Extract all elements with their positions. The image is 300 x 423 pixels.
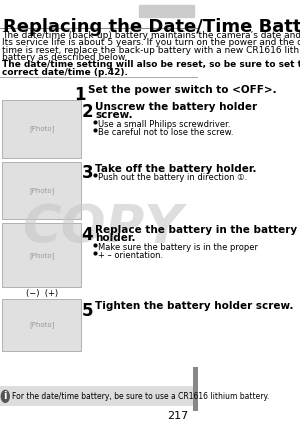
Text: [Photo]: [Photo] [29, 252, 54, 258]
Text: Be careful not to lose the screw.: Be careful not to lose the screw. [98, 128, 233, 137]
Text: Use a small Philips screwdriver.: Use a small Philips screwdriver. [98, 120, 230, 129]
Text: Push out the battery in direction ①.: Push out the battery in direction ①. [98, 173, 247, 182]
Text: Make sure the battery is in the proper: Make sure the battery is in the proper [98, 243, 258, 252]
Text: 3: 3 [81, 165, 93, 182]
Text: holder.: holder. [95, 233, 136, 243]
Text: Tighten the battery holder screw.: Tighten the battery holder screw. [95, 301, 294, 311]
Bar [193, 367, 198, 411]
Bar [2, 223, 81, 287]
Text: Replacing the Date/Time Battery: Replacing the Date/Time Battery [3, 18, 300, 36]
Text: 217: 217 [167, 411, 188, 421]
Text: The date/time (back-up) battery maintains the camera’s date and time.: The date/time (back-up) battery maintain… [2, 31, 300, 40]
Text: (−)  (+): (−) (+) [26, 289, 58, 298]
Text: correct date/time (p.42).: correct date/time (p.42). [2, 68, 128, 77]
Text: Its service life is about 5 years. If you turn on the power and the date/: Its service life is about 5 years. If yo… [2, 38, 300, 47]
Text: [Photo]: [Photo] [29, 126, 54, 132]
Text: For the date/time battery, be sure to use a CR1616 lithium battery.: For the date/time battery, be sure to us… [12, 392, 269, 401]
Circle shape [1, 390, 9, 402]
Text: The date/time setting will also be reset, so be sure to set the: The date/time setting will also be reset… [2, 60, 300, 69]
Text: 2: 2 [81, 103, 93, 121]
Bar [139, 5, 194, 17]
Bar [2, 100, 81, 157]
Text: 5: 5 [82, 302, 93, 320]
Text: Set the power switch to <OFF>.: Set the power switch to <OFF>. [88, 85, 277, 95]
Bar [0, 387, 195, 406]
Text: COPY: COPY [22, 202, 183, 254]
Text: screw.: screw. [95, 110, 133, 120]
Text: i: i [4, 391, 7, 401]
Text: + – orientation.: + – orientation. [98, 251, 163, 260]
Text: Unscrew the battery holder: Unscrew the battery holder [95, 102, 257, 112]
Text: time is reset, replace the back-up battery with a new CR1616 lithium: time is reset, replace the back-up batte… [2, 46, 300, 55]
Text: [Photo]: [Photo] [29, 321, 54, 328]
Text: [Photo]: [Photo] [29, 187, 54, 194]
Text: Take off the battery holder.: Take off the battery holder. [95, 164, 256, 173]
Text: Replace the battery in the battery: Replace the battery in the battery [95, 225, 297, 235]
Text: 1: 1 [74, 86, 86, 104]
Text: 4: 4 [81, 226, 93, 244]
FancyBboxPatch shape [0, 0, 198, 28]
Bar [2, 162, 81, 219]
Bar [2, 299, 81, 351]
Text: battery as described below.: battery as described below. [2, 53, 127, 62]
